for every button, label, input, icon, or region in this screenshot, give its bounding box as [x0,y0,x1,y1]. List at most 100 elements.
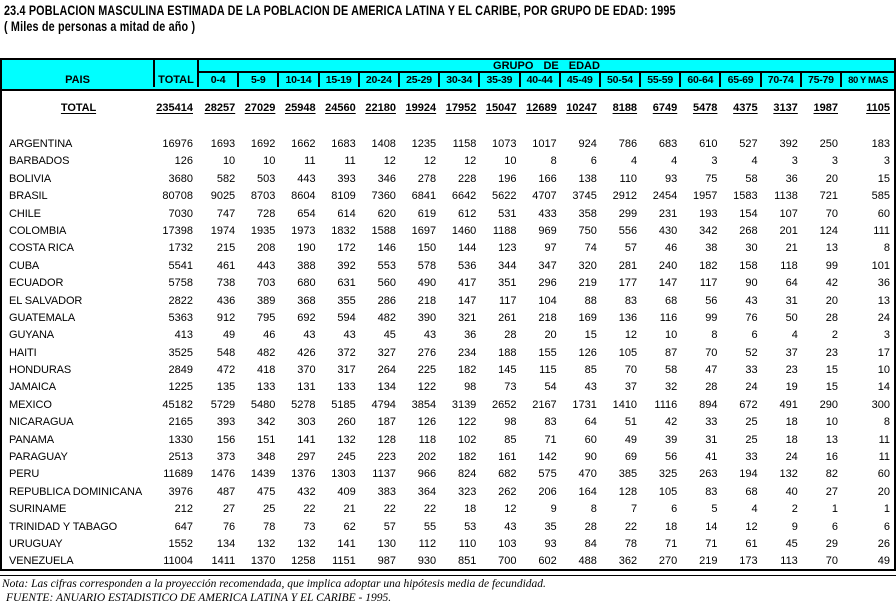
age-value-75-79: 28 [825,311,838,324]
age-value-15-19: 1303 [331,468,356,481]
table-row: GUYANA 413 49 46 43 43 45 43 36 28 20 15 12 10 8 6 4 2 3 [2,327,894,344]
age-value-50-54: 70 [624,364,638,377]
age-value-70-74: 40 [785,485,798,498]
column-header-age-40-44: 40-44 [521,73,561,87]
total-value: 2849 [168,364,193,377]
age-value-35-39: 12 [504,503,517,516]
age-value-25-29: 3854 [411,398,437,411]
age-value-20-24: 620 [377,207,396,220]
age-value-10-14: 131 [297,381,316,394]
footer-divider [0,575,896,576]
age-value-50-54: 177 [618,277,638,290]
age-value-20-24: 57 [383,520,396,533]
age-value-5-9: 503 [257,172,276,185]
age-value-20-24: 223 [377,451,396,464]
total-value: 1552 [168,537,193,550]
total-value: 7030 [168,207,193,220]
age-value-5-9: 208 [257,242,276,255]
age-value-80-y-mas: 26 [877,537,890,550]
table-row: BOLIVIA 3680 582 503 443 393 346 278 228 196 166 13… [2,171,894,188]
age-value-40-44: 97 [544,242,557,255]
age-value-65-69: 25 [745,416,758,429]
age-value-80-y-mas: 10 [877,364,890,377]
table-row: EL SALVADOR 2822 436 389 368 355 286 218 147 117 1… [2,293,894,310]
age-value-70-74: 392 [779,138,798,150]
age-value-45-49: 43 [584,381,597,394]
age-value-30-34: 17952 [445,102,477,114]
country-name: COLOMBIA [9,224,67,237]
age-value-20-24: 327 [377,346,396,359]
age-value-75-79: 721 [819,190,838,203]
age-value-75-79: 99 [825,259,838,272]
age-value-45-49: 85 [584,364,597,377]
age-value-10-14: 1376 [291,468,316,481]
footnote-nota: Nota: Las cifras corresponden a la proye… [2,578,546,590]
age-value-15-19: 260 [337,416,356,429]
age-value-45-49: 126 [578,346,597,359]
table-row: SURINAME 212 27 25 22 21 22 22 18 12 9 8 7 6 5 4 2 1 1 [2,501,894,518]
age-value-15-19: 392 [337,259,356,272]
total-row-section: TOTAL 235414 28257 27029 25948 24560 22180 1992… [2,99,894,117]
table-row: ECUADOR 5758 738 703 680 631 560 490 417 351 296 21… [2,275,894,292]
age-value-20-24: 1137 [372,468,396,481]
table-row: TRINIDAD Y TABAGO 647 76 78 73 62 57 55 53 43 35 28… [2,519,894,536]
age-value-10-14: 426 [297,346,316,359]
age-value-20-24: 4794 [371,398,396,411]
column-header-age-30-34: 30-34 [440,73,481,87]
age-value-55-59: 71 [665,537,678,550]
age-value-65-69: 61 [745,537,758,550]
age-value-35-39: 98 [504,416,517,429]
age-value-40-44: 1017 [532,138,557,150]
column-header-age-65-69: 65-69 [721,73,762,87]
age-value-50-54: 22 [624,520,638,533]
age-value-25-29: 22 [423,503,437,516]
age-value-5-9: 1692 [250,138,276,150]
age-value-45-49: 138 [578,172,597,185]
age-value-10-14: 132 [297,537,316,550]
age-value-40-44: 575 [538,468,557,481]
age-value-70-74: 132 [779,468,798,481]
age-value-5-9: 703 [257,277,276,290]
age-value-55-59: 231 [658,207,678,220]
age-value-55-59: 325 [658,468,678,481]
age-value-60-64: 182 [699,259,718,272]
age-value-65-69: 76 [745,311,758,324]
column-header-age-75-79: 75-79 [802,73,842,87]
column-header-age-55-59: 55-59 [641,73,682,87]
table-row: GUATEMALA 5363 912 795 692 594 482 390 321 261 218… [2,310,894,327]
column-header-age-0-4: 0-4 [199,73,240,87]
age-value-0-4: 156 [216,433,236,446]
age-value-75-79: 15 [825,381,838,394]
age-value-60-64: 610 [699,138,718,150]
age-value-45-49: 64 [584,416,597,429]
age-value-25-29: 490 [417,277,437,290]
total-value: 2822 [168,294,193,307]
age-value-40-44: 9 [550,503,557,516]
age-value-20-24: 1408 [371,138,396,150]
age-value-45-49: 1731 [572,398,597,411]
age-value-70-74: 21 [785,242,798,255]
country-name: JAMAICA [9,381,56,394]
age-value-60-64: 8 [711,329,718,342]
age-value-65-69: 4 [751,503,758,516]
age-value-25-29: 278 [417,172,437,185]
age-value-70-74: 118 [780,259,798,272]
age-value-65-69: 33 [745,364,758,377]
age-value-45-49: 90 [584,451,597,464]
age-value-55-59: 10 [665,329,678,342]
age-value-50-54: 2912 [612,190,638,203]
age-value-35-39: 85 [504,433,517,446]
age-value-20-24: 130 [377,537,396,550]
age-value-80-y-mas: 111 [873,224,890,237]
page-subtitle: ( Miles de personas a mitad de año ) [4,19,196,34]
age-value-40-44: 20 [544,329,557,342]
column-header-age-70-74: 70-74 [762,73,802,87]
age-value-5-9: 27029 [244,102,276,114]
age-value-10-14: 432 [297,485,316,498]
table-row: HAITI 3525 548 482 426 372 327 276 234 188 155 126 1… [2,345,894,362]
age-value-45-49: 164 [578,485,597,498]
total-value: 17398 [162,224,193,237]
age-value-5-9: 8703 [250,190,276,203]
footnote-fuente: FUENTE: ANUARIO ESTADISTICO DE AMERICA L… [6,592,392,604]
total-value: 3680 [168,172,193,185]
